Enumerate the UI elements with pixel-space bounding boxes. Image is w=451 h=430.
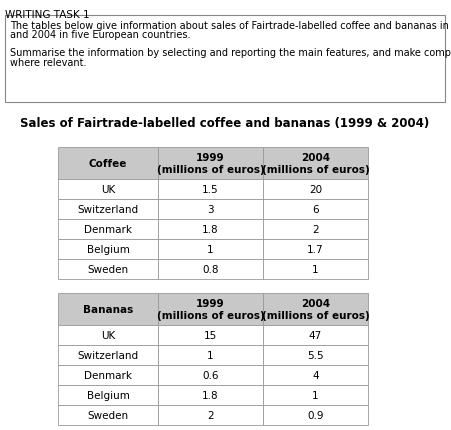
Text: 5.5: 5.5 [307,350,324,360]
Text: Sweden: Sweden [87,264,129,274]
Text: 6: 6 [312,205,319,215]
Text: Belgium: Belgium [87,390,129,400]
Text: Belgium: Belgium [87,244,129,255]
Text: 1: 1 [312,264,319,274]
Bar [263,365,368,385]
Text: Summarise the information by selecting and reporting the main features, and make: Summarise the information by selecting a… [10,48,451,58]
Text: The tables below give information about sales of Fairtrade-labelled coffee and b: The tables below give information about … [10,21,451,31]
Text: Bananas: Bananas [83,304,133,314]
Text: 0.6: 0.6 [202,370,219,380]
Text: 20: 20 [309,184,322,194]
Text: 1999
(millions of euros): 1999 (millions of euros) [156,298,264,320]
Bar [58,147,158,180]
Bar [58,200,158,219]
Text: Sweden: Sweden [87,410,129,420]
Bar [58,259,158,280]
Text: 3: 3 [207,205,214,215]
Bar [58,180,158,200]
Bar [58,219,158,240]
Bar [158,200,263,219]
Bar [263,240,368,259]
Text: 15: 15 [204,330,217,340]
Bar [58,293,158,325]
Bar [263,405,368,425]
Bar [5,16,445,103]
Text: Denmark: Denmark [84,370,132,380]
Text: 1.8: 1.8 [202,224,219,234]
Text: 1.7: 1.7 [307,244,324,255]
Text: 1.5: 1.5 [202,184,219,194]
Bar [58,405,158,425]
Bar [158,325,263,345]
Text: Switzerland: Switzerland [78,205,138,215]
Text: 2004
(millions of euros): 2004 (millions of euros) [262,298,369,320]
Text: 1: 1 [207,350,214,360]
Bar [263,219,368,240]
Bar [158,147,263,180]
Text: 0.9: 0.9 [307,410,324,420]
Text: 1: 1 [312,390,319,400]
Bar [263,180,368,200]
Bar [158,405,263,425]
Bar [158,365,263,385]
Bar [263,293,368,325]
Text: 47: 47 [309,330,322,340]
Bar [58,345,158,365]
Text: 4: 4 [312,370,319,380]
Text: Denmark: Denmark [84,224,132,234]
Bar [158,385,263,405]
Bar [263,259,368,280]
Bar [158,240,263,259]
Bar [263,325,368,345]
Text: 2004
(millions of euros): 2004 (millions of euros) [262,153,369,175]
Text: 1: 1 [207,244,214,255]
Text: WRITING TASK 1: WRITING TASK 1 [5,10,90,20]
Bar [158,293,263,325]
Bar [58,385,158,405]
Text: 0.8: 0.8 [202,264,219,274]
Bar [158,345,263,365]
Text: where relevant.: where relevant. [10,57,87,68]
Bar [263,345,368,365]
Text: and 2004 in five European countries.: and 2004 in five European countries. [10,31,190,40]
Text: Switzerland: Switzerland [78,350,138,360]
Bar [158,219,263,240]
Bar [158,259,263,280]
Bar [58,365,158,385]
Text: Coffee: Coffee [89,159,127,169]
Text: 2: 2 [207,410,214,420]
Bar [263,200,368,219]
Text: UK: UK [101,184,115,194]
Bar [58,325,158,345]
Bar [263,147,368,180]
Bar [263,385,368,405]
Text: UK: UK [101,330,115,340]
Bar [158,180,263,200]
Text: 1.8: 1.8 [202,390,219,400]
Text: 2: 2 [312,224,319,234]
Bar [58,240,158,259]
Text: 1999
(millions of euros): 1999 (millions of euros) [156,153,264,175]
Text: Sales of Fairtrade-labelled coffee and bananas (1999 & 2004): Sales of Fairtrade-labelled coffee and b… [20,117,430,130]
